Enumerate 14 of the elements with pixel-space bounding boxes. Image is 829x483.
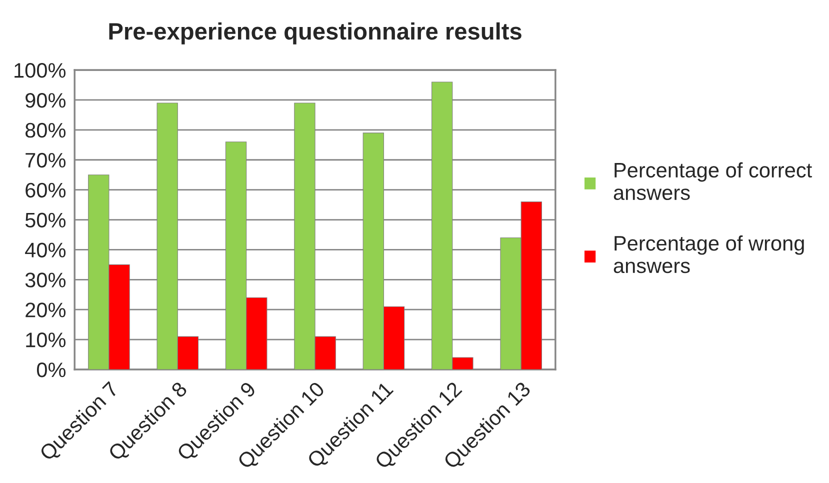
y-tick-label: 10%: [26, 332, 66, 348]
y-tick-label: 50%: [25, 212, 66, 228]
y-tick-label: 0%: [36, 362, 66, 378]
y-tick-label: 40%: [25, 242, 66, 258]
y-tick-label: 30%: [25, 272, 66, 288]
y-tick-label: 90%: [26, 92, 66, 108]
legend-label: Percentage of correct answers: [614, 162, 812, 200]
y-tick-label: 60%: [26, 182, 66, 198]
y-tick-label: 100%: [14, 63, 66, 78]
legend-label: Percentage of wrong answers: [614, 235, 804, 274]
chart-title: Pre-experience questionnaire results: [109, 22, 522, 44]
y-tick-label: 70%: [26, 152, 66, 168]
y-tick-label: 20%: [26, 302, 66, 318]
y-tick-label: 80%: [25, 122, 66, 138]
